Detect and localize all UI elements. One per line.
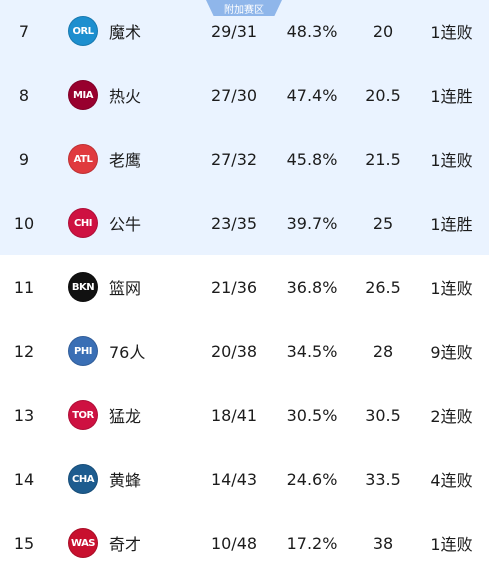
team-streak: 1连胜 xyxy=(430,215,473,234)
team-rank: 7 xyxy=(18,21,30,41)
team-logo-badge: BKN xyxy=(68,272,98,302)
team-record: 14/43 xyxy=(210,469,258,489)
team-logo-badge: TOR xyxy=(68,400,98,430)
win-percentage: 36.8% xyxy=(286,277,338,297)
team-logo-icon: CHA xyxy=(67,447,99,511)
team-name[interactable]: 奇才 xyxy=(109,535,142,554)
team-logo-badge: MIA xyxy=(68,80,98,110)
team-logo-icon: ORL xyxy=(67,0,99,63)
team-logo-badge: CHA xyxy=(68,464,98,494)
games-behind: 30.5 xyxy=(365,405,401,425)
team-name[interactable]: 老鹰 xyxy=(109,151,142,170)
team-logo-badge: ORL xyxy=(68,16,98,46)
win-percentage: 34.5% xyxy=(286,341,338,361)
team-streak: 1连败 xyxy=(430,535,473,554)
team-name[interactable]: 猛龙 xyxy=(109,407,142,426)
team-logo-icon: TOR xyxy=(67,383,99,447)
team-logo-icon: BKN xyxy=(67,255,99,319)
team-logo-icon: ATL xyxy=(67,127,99,191)
games-behind: 21.5 xyxy=(365,149,401,169)
win-percentage: 17.2% xyxy=(286,533,338,553)
team-logo-icon: MIA xyxy=(67,63,99,127)
team-logo-badge: ATL xyxy=(68,144,98,174)
team-name[interactable]: 76人 xyxy=(109,343,146,362)
games-behind: 20.5 xyxy=(365,85,401,105)
games-behind: 38 xyxy=(372,533,394,553)
games-behind: 20 xyxy=(372,21,394,41)
team-logo-icon: WAS xyxy=(67,511,99,563)
team-row[interactable]: 15 WAS 奇才 10/48 17.2% 38 1连败 xyxy=(0,511,489,563)
team-logo-icon: PHI xyxy=(67,319,99,383)
team-rank: 14 xyxy=(13,469,35,489)
team-streak: 1连胜 xyxy=(430,87,473,106)
games-behind: 33.5 xyxy=(365,469,401,489)
team-streak: 1连败 xyxy=(430,23,473,42)
team-row[interactable]: 13 TOR 猛龙 18/41 30.5% 30.5 2连败 xyxy=(0,383,489,447)
games-behind: 26.5 xyxy=(365,277,401,297)
win-percentage: 24.6% xyxy=(286,469,338,489)
win-percentage: 48.3% xyxy=(286,21,338,41)
team-record: 20/38 xyxy=(210,341,258,361)
team-record: 18/41 xyxy=(210,405,258,425)
win-percentage: 30.5% xyxy=(286,405,338,425)
games-behind: 28 xyxy=(372,341,394,361)
team-streak: 2连败 xyxy=(430,407,473,426)
team-rank: 11 xyxy=(13,277,35,297)
team-record: 21/36 xyxy=(210,277,258,297)
team-name[interactable]: 黄蜂 xyxy=(109,471,142,490)
team-logo-badge: WAS xyxy=(68,528,98,558)
team-streak: 4连败 xyxy=(430,471,473,490)
team-record: 27/30 xyxy=(210,85,258,105)
team-streak: 9连败 xyxy=(430,343,473,362)
team-record: 10/48 xyxy=(210,533,258,553)
team-streak: 1连败 xyxy=(430,151,473,170)
win-percentage: 39.7% xyxy=(286,213,338,233)
win-percentage: 45.8% xyxy=(286,149,338,169)
team-row[interactable]: 12 PHI 76人 20/38 34.5% 28 9连败 xyxy=(0,319,489,383)
team-row[interactable]: 10 CHI 公牛 23/35 39.7% 25 1连胜 xyxy=(0,191,489,255)
team-rank: 9 xyxy=(18,149,30,169)
team-rank: 15 xyxy=(13,533,35,553)
games-behind: 25 xyxy=(372,213,394,233)
team-row[interactable]: 11 BKN 篮网 21/36 36.8% 26.5 1连败 xyxy=(0,255,489,319)
team-record: 29/31 xyxy=(210,21,258,41)
team-record: 27/32 xyxy=(210,149,258,169)
team-record: 23/35 xyxy=(210,213,258,233)
team-row[interactable]: 8 MIA 热火 27/30 47.4% 20.5 1连胜 xyxy=(0,63,489,127)
team-row[interactable]: 14 CHA 黄蜂 14/43 24.6% 33.5 4连败 xyxy=(0,447,489,511)
team-row[interactable]: 9 ATL 老鹰 27/32 45.8% 21.5 1连败 xyxy=(0,127,489,191)
team-name[interactable]: 篮网 xyxy=(109,279,142,298)
team-streak: 1连败 xyxy=(430,279,473,298)
team-name[interactable]: 魔术 xyxy=(109,23,142,42)
team-rank: 10 xyxy=(13,213,35,233)
team-name[interactable]: 热火 xyxy=(109,87,142,106)
team-logo-badge: CHI xyxy=(68,208,98,238)
team-rank: 12 xyxy=(13,341,35,361)
team-name[interactable]: 公牛 xyxy=(109,215,142,234)
win-percentage: 47.4% xyxy=(286,85,338,105)
team-rank: 8 xyxy=(18,85,30,105)
team-logo-icon: CHI xyxy=(67,191,99,255)
team-rank: 13 xyxy=(13,405,35,425)
team-logo-badge: PHI xyxy=(68,336,98,366)
play-in-zone-badge: 附加赛区 xyxy=(206,0,282,16)
